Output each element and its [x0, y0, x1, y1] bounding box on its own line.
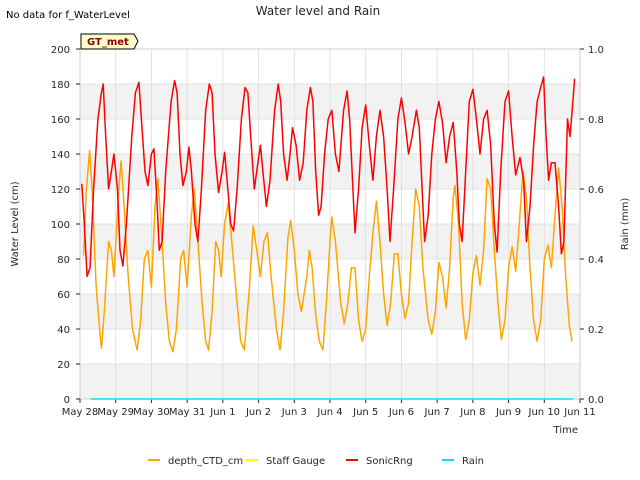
left-axis-ticks: 0 20 40 60 80 100 120 140 160 180 200 — [51, 45, 80, 406]
y-tick-label: 100 — [51, 220, 70, 231]
y-tick-label: 160 — [51, 115, 70, 126]
x-tick-label: Jun 5 — [352, 407, 378, 418]
x-tick-label: Jun 6 — [388, 407, 414, 418]
chart-title: Water level and Rain — [256, 4, 380, 18]
x-tick-label: May 31 — [169, 407, 206, 418]
data-series — [81, 76, 576, 400]
x-tick-label: Jun 10 — [528, 407, 561, 418]
y2-tick-label: 0.0 — [588, 395, 604, 406]
x-axis-ticks: May 28 May 29 May 30 May 31 Jun 1 Jun 2 Jun 3 J… — [62, 399, 596, 418]
legend-label: depth_CTD_cm — [168, 456, 243, 467]
x-tick-label: May 30 — [133, 407, 170, 418]
legend-label: Rain — [462, 456, 484, 467]
no-data-annotation: No data for f_WaterLevel — [6, 10, 130, 21]
x-tick-label: May 29 — [97, 407, 134, 418]
left-axis-label: Water Level (cm) — [10, 181, 21, 266]
y-tick-label: 200 — [51, 45, 70, 56]
y-tick-label: 60 — [57, 290, 70, 301]
right-axis-label: Rain (mm) — [620, 198, 631, 251]
x-tick-label: Jun 2 — [245, 407, 271, 418]
x-tick-label: Jun 8 — [459, 407, 485, 418]
x-tick-label: Jun 11 — [563, 407, 596, 418]
y-tick-label: 120 — [51, 185, 70, 196]
y-tick-label: 0 — [64, 395, 70, 406]
x-tick-label: Jun 3 — [281, 407, 307, 418]
y-tick-label: 40 — [57, 325, 70, 336]
x-tick-label: Jun 9 — [495, 407, 521, 418]
x-tick-label: Jun 7 — [424, 407, 450, 418]
x-tick-label: Jun 4 — [316, 407, 342, 418]
right-axis-ticks: 0.0 0.2 0.4 0.6 0.8 1.0 — [580, 45, 604, 406]
x-tick-label: Jun 1 — [209, 407, 235, 418]
gt-met-label: GT_met — [87, 37, 129, 48]
x-tick-label: May 28 — [62, 407, 99, 418]
legend-label: Staff Gauge — [266, 456, 325, 467]
y-tick-label: 20 — [57, 360, 70, 371]
y2-tick-label: 1.0 — [588, 45, 604, 56]
y2-tick-label: 0.4 — [588, 255, 604, 266]
y2-tick-label: 0.2 — [588, 325, 604, 336]
series-line-depth-ctd-cm — [82, 149, 573, 353]
series-line-sonicrng — [81, 76, 576, 278]
legend-label: SonicRng — [366, 456, 413, 467]
y2-tick-label: 0.6 — [588, 185, 604, 196]
y2-tick-label: 0.8 — [588, 115, 604, 126]
y-tick-label: 140 — [51, 150, 70, 161]
y-tick-label: 180 — [51, 80, 70, 91]
legend: depth_CTD_cm Staff Gauge SonicRng Rain — [148, 456, 484, 467]
y-tick-label: 80 — [57, 255, 70, 266]
x-axis-label: Time — [553, 425, 578, 436]
gt-met-badge: GT_met — [80, 33, 139, 50]
